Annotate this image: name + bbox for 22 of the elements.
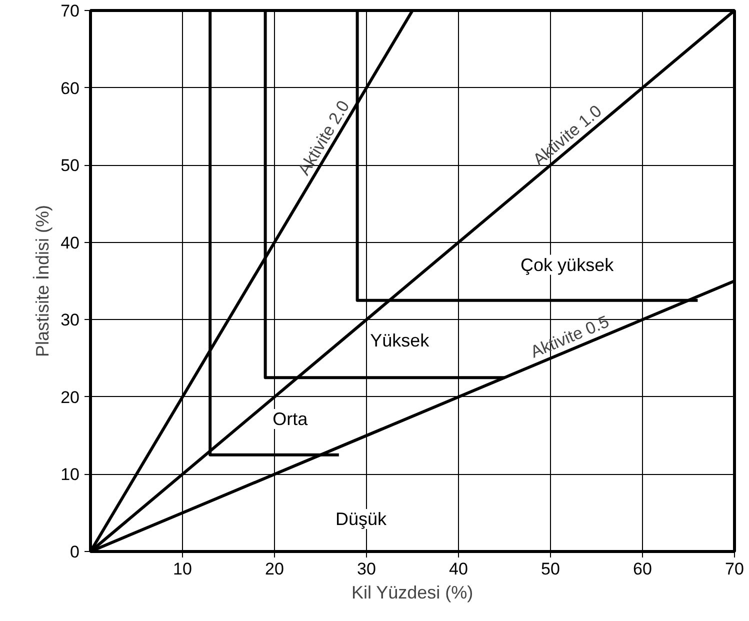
x-tick-label: 10 xyxy=(173,560,192,578)
x-tick-label: 40 xyxy=(449,560,468,578)
x-tick-label: 60 xyxy=(633,560,652,578)
x-tick-label: 50 xyxy=(541,560,560,578)
y-tick-label: 60 xyxy=(60,78,80,98)
x-tick-label: 30 xyxy=(357,560,376,578)
y-tick-label: 30 xyxy=(60,310,80,330)
y-tick-label: 10 xyxy=(60,465,80,484)
annotation: Çok yüksek xyxy=(520,254,615,275)
y-tick-label: 40 xyxy=(60,233,80,252)
y-tick-label: 0 xyxy=(70,542,80,562)
x-tick-label: 20 xyxy=(265,560,284,578)
text: Aktivite 0.5 xyxy=(528,312,612,362)
y-tick-label: 50 xyxy=(60,156,80,176)
annotation: Düşük xyxy=(335,509,388,530)
annotation: Yüksek xyxy=(370,330,430,351)
annotation: Orta xyxy=(272,408,309,429)
x-axis-title: Kil Yüzdesi (%) xyxy=(351,582,474,602)
x-tick-label: 70 xyxy=(725,560,744,578)
y-tick-label: 20 xyxy=(60,388,80,407)
y-axis-title: Plastisite İndisi (%) xyxy=(32,204,53,358)
y-tick-label: 70 xyxy=(60,2,80,20)
